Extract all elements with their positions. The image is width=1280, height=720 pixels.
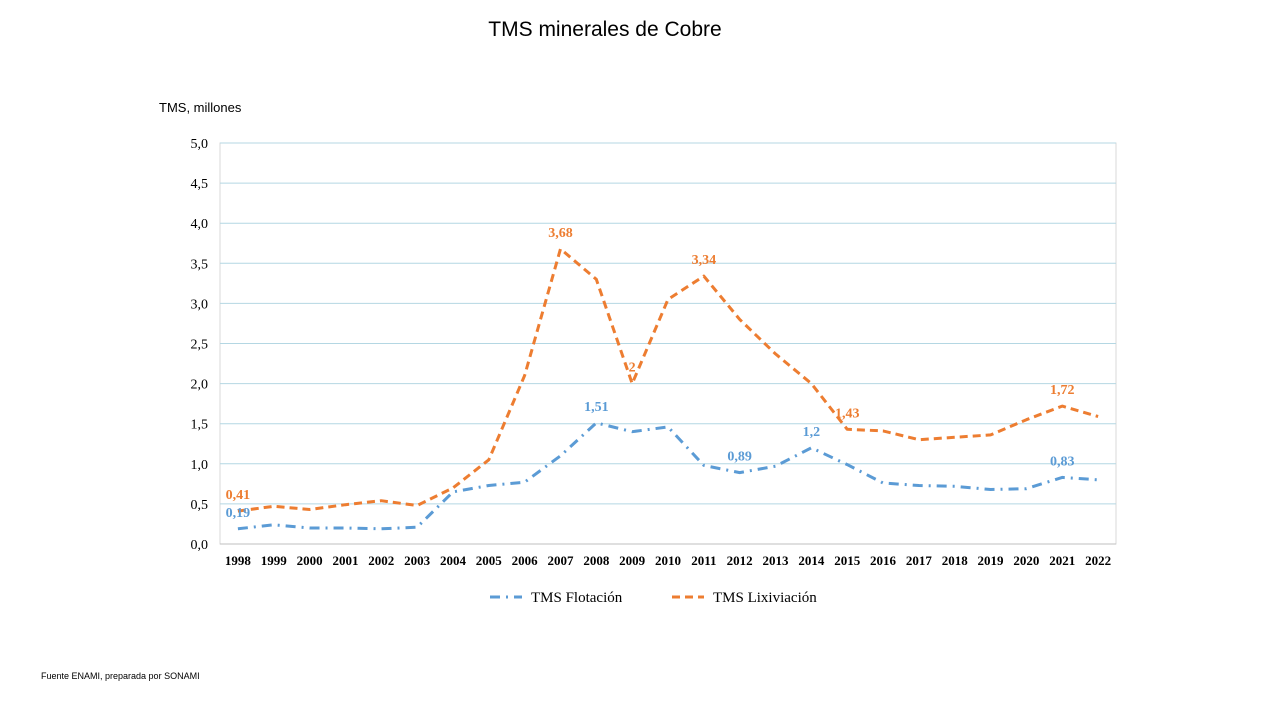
- x-tick-label: 2005: [476, 553, 503, 568]
- x-tick-label: 1999: [261, 553, 288, 568]
- x-tick-label: 2000: [297, 553, 323, 568]
- data-label: 2: [629, 361, 636, 376]
- x-tick-label: 2013: [763, 553, 790, 568]
- x-tick-label: 2010: [655, 553, 681, 568]
- x-tick-label: 2009: [619, 553, 646, 568]
- x-tick-label: 2002: [368, 553, 394, 568]
- series-line-lixiviacion: [237, 247, 1099, 513]
- x-tick-label: 2015: [834, 553, 861, 568]
- y-tick-label: 2,5: [191, 338, 209, 353]
- x-tick-label: 2017: [906, 553, 933, 568]
- data-label: 1,43: [835, 406, 860, 421]
- data-label: 1,51: [584, 400, 609, 415]
- x-tick-label: 2008: [583, 553, 610, 568]
- x-tick-label: 2019: [978, 553, 1005, 568]
- y-tick-label: 1,5: [191, 418, 209, 433]
- source-note: Fuente ENAMI, preparada por SONAMI: [41, 671, 200, 681]
- data-label: 1,72: [1050, 383, 1075, 398]
- x-tick-label: 2011: [691, 553, 716, 568]
- data-label: 0,19: [226, 506, 251, 521]
- data-label: 3,68: [548, 226, 573, 241]
- y-tick-labels: 0,0 0,5 1,0 1,5 2,0 2,5 3,0 3,5 4,0 4,5 5,0: [191, 137, 209, 553]
- legend: TMS Flotación TMS Lixiviación: [490, 590, 817, 606]
- x-tick-label: 2018: [942, 553, 969, 568]
- y-tick-label: 4,5: [191, 177, 209, 192]
- x-tick-label: 2004: [440, 553, 467, 568]
- data-label: 0,83: [1050, 454, 1075, 469]
- x-tick-label: 2006: [512, 553, 539, 568]
- y-tick-label: 5,0: [191, 137, 209, 152]
- x-tick-label: 2012: [727, 553, 753, 568]
- y-tick-label: 3,0: [191, 297, 209, 312]
- y-tick-label: 2,0: [191, 378, 209, 393]
- x-tick-label: 2021: [1049, 553, 1075, 568]
- y-axis-label: TMS, millones: [159, 100, 242, 115]
- y-tick-label: 0,5: [191, 498, 209, 513]
- grid-lines: [219, 142, 1117, 545]
- x-tick-label: 2014: [798, 553, 825, 568]
- y-tick-label: 1,0: [191, 458, 209, 473]
- y-tick-label: 0,0: [191, 538, 209, 553]
- legend-label: TMS Flotación: [531, 590, 623, 606]
- data-labels: 0,19 1,51 0,89 1,2 0,83 0,41 3,68 2 3,34 1,43 1,72: [226, 226, 1075, 521]
- y-tick-label: 3,5: [191, 257, 209, 272]
- series-lines: [237, 247, 1099, 531]
- chart-title: TMS minerales de Cobre: [488, 18, 722, 41]
- x-tick-label: 2003: [404, 553, 431, 568]
- data-label: 0,41: [226, 488, 251, 503]
- x-tick-label: 2020: [1013, 553, 1039, 568]
- x-tick-label: 2022: [1085, 553, 1111, 568]
- data-label: 0,89: [727, 450, 752, 465]
- data-label: 3,34: [692, 253, 717, 268]
- y-tick-label: 4,0: [191, 217, 209, 232]
- x-tick-label: 1998: [225, 553, 252, 568]
- x-tick-label: 2007: [547, 553, 574, 568]
- x-tick-labels: 1998 1999 2000 2001 2002 2003 2004 2005 2006 2007…: [225, 553, 1111, 568]
- x-tick-label: 2001: [332, 553, 358, 568]
- legend-label: TMS Lixiviación: [713, 590, 817, 606]
- data-label: 1,2: [803, 425, 821, 440]
- x-tick-label: 2016: [870, 553, 897, 568]
